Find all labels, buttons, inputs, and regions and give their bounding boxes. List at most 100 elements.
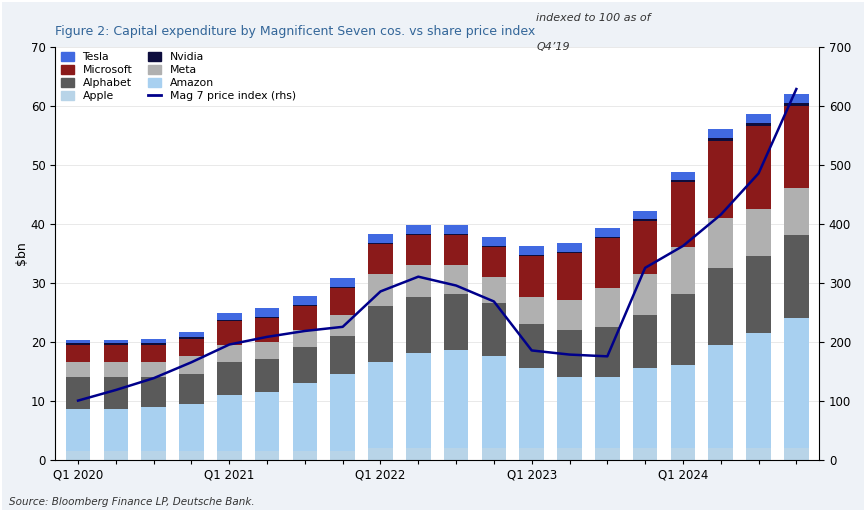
Bar	[179, 338, 204, 356]
Mag 7 price index (rhs)	[111, 387, 121, 393]
Bar	[406, 225, 430, 234]
Bar	[520, 255, 544, 256]
Bar	[481, 276, 507, 303]
Bar	[708, 345, 733, 448]
Bar	[595, 448, 619, 460]
Bar	[331, 336, 355, 374]
Bar	[368, 448, 393, 460]
Bar	[255, 318, 280, 342]
Bar	[179, 337, 204, 338]
Bar	[557, 377, 582, 448]
Bar	[443, 236, 469, 265]
Bar	[293, 296, 317, 305]
Bar	[443, 350, 469, 448]
Bar	[633, 210, 657, 220]
Bar	[368, 362, 393, 448]
Mag 7 price index (rhs)	[753, 170, 764, 177]
Bar	[217, 345, 242, 362]
Bar	[406, 448, 430, 460]
Bar	[179, 374, 204, 403]
Bar	[670, 448, 695, 460]
Bar	[595, 238, 619, 288]
Bar	[443, 234, 469, 236]
Bar	[217, 321, 242, 345]
Mag 7 price index (rhs)	[678, 243, 688, 249]
Bar	[784, 448, 809, 460]
Bar	[746, 256, 771, 333]
Bar	[481, 448, 507, 460]
Text: Source: Bloomberg Finance LP, Deutsche Bank.: Source: Bloomberg Finance LP, Deutsche B…	[9, 497, 255, 507]
Bar	[104, 345, 128, 362]
Bar	[368, 274, 393, 306]
Bar	[331, 451, 355, 460]
Bar	[217, 362, 242, 395]
Bar	[66, 345, 90, 362]
Bar	[255, 308, 280, 317]
Mag 7 price index (rhs)	[73, 397, 83, 403]
Bar	[66, 362, 90, 377]
Bar	[141, 407, 166, 451]
Bar	[255, 359, 280, 392]
Bar	[141, 362, 166, 377]
Bar	[746, 209, 771, 256]
Mag 7 price index (rhs)	[148, 375, 158, 381]
Bar	[66, 410, 90, 451]
Bar	[520, 256, 544, 297]
Bar	[255, 342, 280, 359]
Bar	[746, 123, 771, 126]
Bar	[557, 448, 582, 460]
Bar	[179, 332, 204, 337]
Bar	[557, 252, 582, 253]
Bar	[141, 339, 166, 344]
Bar	[293, 330, 317, 348]
Bar	[557, 330, 582, 377]
Bar	[179, 451, 204, 460]
Mag 7 price index (rhs)	[262, 334, 272, 340]
Bar	[331, 315, 355, 336]
Mag 7 price index (rhs)	[640, 265, 650, 271]
Bar	[331, 374, 355, 451]
Bar	[670, 182, 695, 247]
Bar	[520, 297, 544, 324]
Bar	[443, 265, 469, 294]
Bar	[633, 448, 657, 460]
Bar	[708, 129, 733, 138]
Bar	[66, 340, 90, 344]
Bar	[406, 236, 430, 265]
Mag 7 price index (rhs)	[488, 298, 499, 305]
Mag 7 price index (rhs)	[451, 283, 462, 289]
Bar	[293, 306, 317, 330]
Text: Q4’19: Q4’19	[536, 42, 570, 52]
Mag 7 price index (rhs)	[527, 347, 537, 353]
Bar	[368, 243, 393, 244]
Bar	[179, 403, 204, 451]
Bar	[633, 274, 657, 315]
Bar	[670, 294, 695, 365]
Bar	[595, 377, 619, 448]
Bar	[66, 377, 90, 410]
Bar	[557, 300, 582, 330]
Bar	[406, 353, 430, 448]
Legend: Tesla, Microsoft, Alphabet, Apple, Nvidia, Meta, Amazon, Mag 7 price index (rhs): Tesla, Microsoft, Alphabet, Apple, Nvidi…	[61, 52, 296, 101]
Bar	[784, 236, 809, 318]
Bar	[104, 410, 128, 451]
Bar	[406, 234, 430, 236]
Bar	[746, 333, 771, 448]
Bar	[633, 221, 657, 274]
Bar	[331, 287, 355, 288]
Bar	[520, 324, 544, 368]
Bar	[368, 234, 393, 243]
Bar	[66, 344, 90, 345]
Bar	[104, 377, 128, 410]
Bar	[633, 368, 657, 448]
Line: Mag 7 price index (rhs): Mag 7 price index (rhs)	[78, 89, 797, 400]
Bar	[633, 315, 657, 368]
Bar	[557, 253, 582, 300]
Bar	[520, 368, 544, 448]
Y-axis label: $bn: $bn	[15, 241, 28, 265]
Bar	[481, 356, 507, 448]
Bar	[670, 247, 695, 294]
Mag 7 price index (rhs)	[413, 273, 423, 280]
Bar	[443, 448, 469, 460]
Bar	[141, 451, 166, 460]
